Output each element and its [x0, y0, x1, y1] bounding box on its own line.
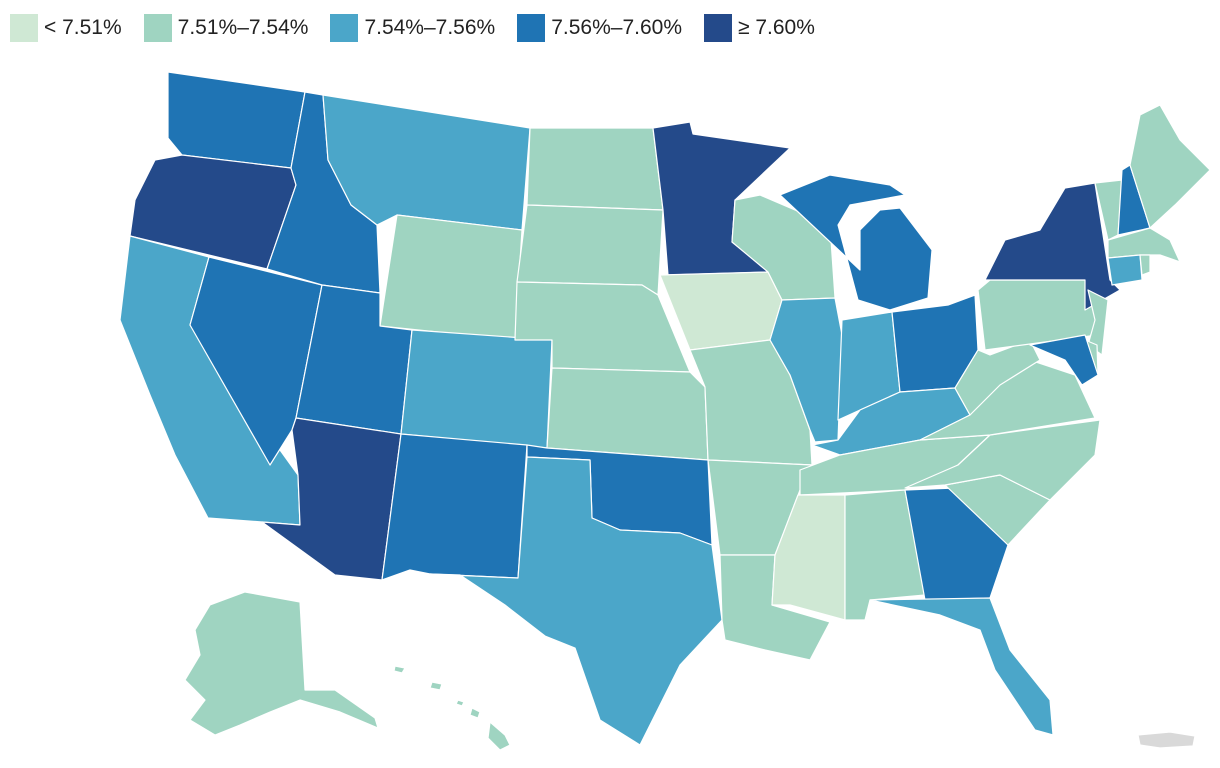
- state-IA[interactable]: [659, 271, 783, 351]
- state-NM[interactable]: [381, 433, 528, 581]
- legend-label: < 7.51%: [44, 16, 122, 39]
- state-AK[interactable]: [184, 591, 379, 736]
- legend-item-bin-2: 7.54%–7.56%: [330, 14, 495, 42]
- legend-item-bin-4: ≥ 7.60%: [704, 14, 815, 42]
- legend-label: ≥ 7.60%: [738, 16, 815, 39]
- state-WA[interactable]: [167, 71, 306, 169]
- legend-swatch: [330, 14, 359, 42]
- state-NC[interactable]: [904, 419, 1101, 501]
- state-NY[interactable]: [984, 182, 1121, 311]
- legend-swatch: [10, 14, 38, 42]
- state-CO[interactable]: [400, 329, 553, 449]
- legend-item-bin-0: < 7.51%: [10, 14, 122, 42]
- state-HI[interactable]: [393, 665, 511, 751]
- state-TX[interactable]: [429, 456, 723, 746]
- state-ND[interactable]: [526, 127, 664, 211]
- state-IL[interactable]: [769, 297, 843, 443]
- state-CT[interactable]: [1107, 254, 1143, 286]
- legend-swatch: [517, 14, 546, 42]
- legend-swatch: [143, 14, 172, 42]
- state-WY[interactable]: [379, 214, 523, 341]
- legend-swatch: [704, 14, 732, 42]
- state-WV[interactable]: [954, 339, 1041, 416]
- territory-PR[interactable]: [1137, 731, 1196, 749]
- legend-label: 7.51%–7.54%: [177, 16, 309, 39]
- map-legend: < 7.51% 7.51%–7.54% 7.54%–7.56% 7.56%–7.…: [10, 14, 837, 42]
- legend-item-bin-1: 7.51%–7.54%: [143, 14, 309, 42]
- state-MD[interactable]: [1029, 334, 1099, 386]
- state-MI[interactable]: [779, 174, 933, 311]
- legend-item-bin-3: 7.56%–7.60%: [517, 14, 682, 42]
- state-SD[interactable]: [516, 204, 664, 296]
- state-FL[interactable]: [869, 597, 1054, 736]
- state-ME[interactable]: [1129, 104, 1211, 229]
- state-MT[interactable]: [322, 94, 531, 231]
- state-KS[interactable]: [546, 367, 709, 461]
- legend-label: 7.54%–7.56%: [364, 16, 496, 39]
- state-RI[interactable]: [1139, 254, 1151, 276]
- state-GA[interactable]: [904, 487, 1009, 601]
- legend-label: 7.56%–7.60%: [551, 16, 682, 39]
